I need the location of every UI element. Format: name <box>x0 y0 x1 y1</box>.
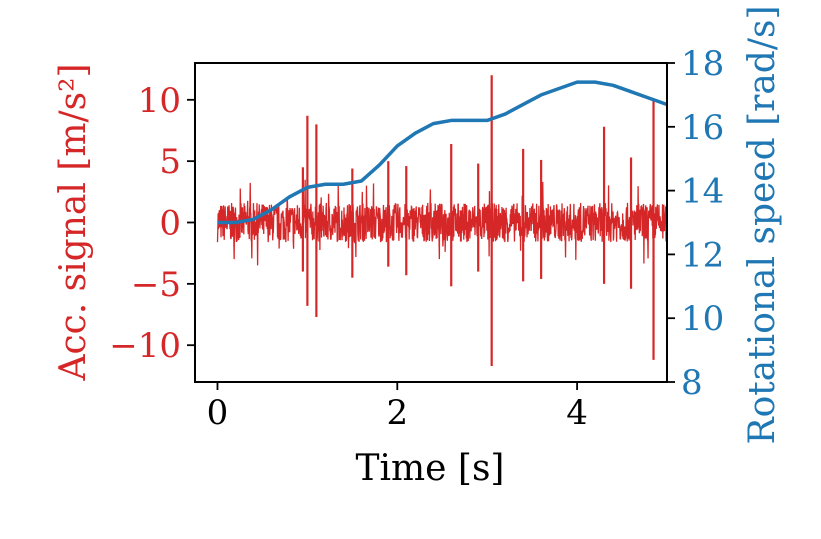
left-y-tick-label: 10 <box>138 81 181 121</box>
left-y-tick-label: −5 <box>131 265 181 305</box>
x-tick-label: 4 <box>566 393 588 433</box>
left-y-tick-label: 5 <box>159 142 181 182</box>
left-y-tick-label: −10 <box>109 326 181 366</box>
rotational-speed-layer <box>217 80 668 225</box>
x-axis-ticks: 0 2 4 <box>207 382 588 433</box>
x-tick-label: 2 <box>386 393 408 433</box>
right-y-tick-label: 14 <box>681 172 724 212</box>
right-y-tick-label: 8 <box>681 363 703 403</box>
right-y-tick-label: 10 <box>681 299 724 339</box>
acc-signal-layer <box>216 75 668 367</box>
x-axis-label: Time [s] <box>356 448 505 489</box>
right-y-axis-ticks: 18 16 14 12 10 8 <box>667 44 724 403</box>
right-y-tick-label: 12 <box>681 235 724 275</box>
left-y-axis-ticks: 10 5 0 −5 −10 <box>109 81 195 366</box>
left-y-tick-label: 0 <box>159 204 181 244</box>
left-y-axis-label: Acc. signal [m/s²] <box>53 63 94 381</box>
right-y-tick-label: 16 <box>681 108 724 148</box>
rotational-speed-line <box>217 80 668 225</box>
right-y-tick-label: 18 <box>681 44 724 84</box>
acc-signal-line <box>216 179 668 266</box>
right-y-axis-label: Rotational speed [rad/s] <box>742 6 783 445</box>
x-tick-label: 0 <box>207 393 229 433</box>
